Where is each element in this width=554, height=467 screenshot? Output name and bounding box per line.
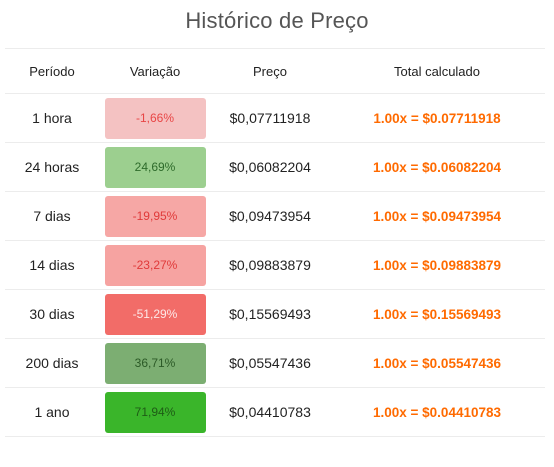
table-row: 14 dias -23,27% $0,09883879 1.00x = $0.0988… xyxy=(5,241,545,290)
table-body: 1 hora -1,66% $0,07711918 1.00x = $0.077119… xyxy=(5,94,545,437)
page-title: Histórico de Preço xyxy=(185,8,369,33)
total-cell: 1.00x = $0.07711918 xyxy=(329,110,545,126)
total-cell: 1.00x = $0.06082204 xyxy=(329,159,545,175)
total-cell: 1.00x = $0.04410783 xyxy=(329,404,545,420)
period-cell: 1 hora xyxy=(32,110,72,126)
variation-badge: 24,69% xyxy=(104,146,206,188)
table-header-row: Período Variação Preço Total calculado xyxy=(5,48,545,94)
total-calculated-text: 1.00x = $0.09473954 xyxy=(373,209,501,224)
variation-cell: -19,95% xyxy=(99,195,211,237)
total-calculated-text: 1.00x = $0.15569493 xyxy=(373,307,501,322)
total-calculated-text: 1.00x = $0.09883879 xyxy=(373,258,501,273)
period-cell: 14 dias xyxy=(29,257,75,273)
table-row: 30 dias -51,29% $0,15569493 1.00x = $0.1556… xyxy=(5,290,545,339)
price-cell: $0,09883879 xyxy=(229,257,311,273)
table-row: 1 hora -1,66% $0,07711918 1.00x = $0.077119… xyxy=(5,94,545,143)
total-cell: 1.00x = $0.09473954 xyxy=(329,208,545,224)
price-cell: $0,05547436 xyxy=(229,355,311,371)
total-calculated-text: 1.00x = $0.06082204 xyxy=(373,160,501,175)
table-row: 200 dias 36,71% $0,05547436 1.00x = $0.0554… xyxy=(5,339,545,388)
total-calculated-text: 1.00x = $0.05547436 xyxy=(373,356,501,371)
variation-badge: -19,95% xyxy=(104,195,206,237)
period-cell: 200 dias xyxy=(25,355,79,371)
total-calculated-text: 1.00x = $0.07711918 xyxy=(373,111,501,126)
variation-cell: 24,69% xyxy=(99,146,211,188)
price-cell: $0,15569493 xyxy=(229,306,311,322)
total-calculated-text: 1.00x = $0.04410783 xyxy=(373,405,501,420)
price-cell: $0,06082204 xyxy=(229,159,311,175)
variation-badge: -23,27% xyxy=(104,244,206,286)
variation-cell: -51,29% xyxy=(99,293,211,335)
header-total: Total calculado xyxy=(394,63,480,79)
price-history-table: Período Variação Preço Total calculado 1… xyxy=(5,48,545,437)
variation-badge: 36,71% xyxy=(104,342,206,384)
header-period: Período xyxy=(29,63,75,79)
table-row: 1 ano 71,94% $0,04410783 1.00x = $0.0441078… xyxy=(5,388,545,437)
variation-badge: -51,29% xyxy=(104,293,206,335)
price-cell: $0,09473954 xyxy=(229,208,311,224)
total-cell: 1.00x = $0.05547436 xyxy=(329,355,545,371)
price-cell: $0,04410783 xyxy=(229,404,311,420)
total-cell: 1.00x = $0.09883879 xyxy=(329,257,545,273)
period-cell: 24 horas xyxy=(24,159,80,175)
variation-cell: -23,27% xyxy=(99,244,211,286)
period-cell: 7 dias xyxy=(33,208,71,224)
total-cell: 1.00x = $0.15569493 xyxy=(329,306,545,322)
variation-badge: 71,94% xyxy=(104,391,206,433)
variation-cell: -1,66% xyxy=(99,97,211,139)
table-row: 7 dias -19,95% $0,09473954 1.00x = $0.09473… xyxy=(5,192,545,241)
header-variation: Variação xyxy=(129,63,181,79)
variation-badge: -1,66% xyxy=(104,97,206,139)
header-price: Preço xyxy=(253,63,287,79)
period-cell: 1 ano xyxy=(34,404,70,420)
price-cell: $0,07711918 xyxy=(229,110,311,126)
variation-cell: 36,71% xyxy=(99,342,211,384)
variation-cell: 71,94% xyxy=(99,391,211,433)
period-cell: 30 dias xyxy=(29,306,75,322)
table-row: 24 horas 24,69% $0,06082204 1.00x = $0.0608… xyxy=(5,143,545,192)
